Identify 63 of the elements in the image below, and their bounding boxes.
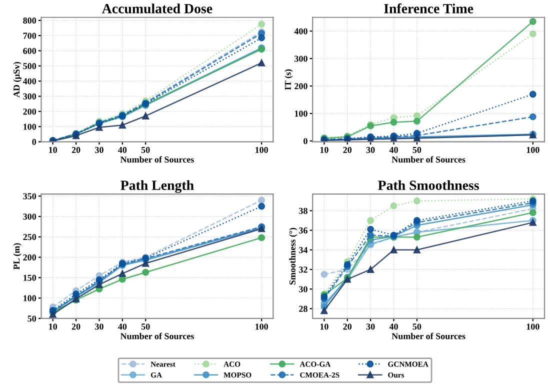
y-tick-label: 400 xyxy=(294,28,308,34)
y-tick-label: 200 xyxy=(23,254,36,260)
y-tick-label: 30 xyxy=(299,286,308,292)
y-tick-label: 100 xyxy=(24,295,36,302)
chart-title: Inference Time xyxy=(384,3,474,14)
x-tick-label: 10 xyxy=(320,324,328,330)
x-axis-title: Number of Sources xyxy=(120,156,194,163)
x-tick-label: 50 xyxy=(141,324,150,330)
y-axis-title: PL (m) xyxy=(13,243,22,270)
x-tick-label: 40 xyxy=(389,324,398,330)
x-tick-label: 40 xyxy=(118,146,127,153)
y-tick-label: 32 xyxy=(299,266,308,273)
y-tick-label: 150 xyxy=(24,274,36,281)
y-tick-label: 400 xyxy=(22,78,36,84)
y-axis-title: IT (s) xyxy=(284,69,293,90)
y-tick-label: 700 xyxy=(23,32,36,39)
x-tick-label: 50 xyxy=(412,324,422,330)
chart-title: Path Length xyxy=(120,180,194,193)
x-tick-label: 100 xyxy=(256,146,268,153)
y-tick-label: 800 xyxy=(23,18,36,24)
x-tick-label: 30 xyxy=(95,324,104,330)
chart-title: Path Smoothness xyxy=(378,180,479,190)
y-tick-label: 500 xyxy=(23,63,36,70)
y-tick-label: 34 xyxy=(299,247,308,254)
y-tick-label: 350 xyxy=(23,193,36,200)
x-tick-label: 50 xyxy=(141,146,150,153)
y-tick-label: 300 xyxy=(294,56,308,62)
x-tick-label: 40 xyxy=(118,324,127,330)
x-tick-label: 100 xyxy=(256,324,268,330)
y-tick-label: 300 xyxy=(23,93,36,100)
x-tick-label: 10 xyxy=(49,146,58,153)
x-tick-label: 30 xyxy=(366,146,375,153)
y-tick-label: 300 xyxy=(23,214,36,220)
x-tick-label: 20 xyxy=(72,146,80,153)
y-tick-label: 38 xyxy=(299,208,308,214)
x-axis-title: Number of Sources xyxy=(392,156,466,163)
y-tick-label: 0 xyxy=(32,138,36,146)
x-tick-label: 30 xyxy=(366,324,375,330)
y-tick-label: 28 xyxy=(299,306,308,312)
x-tick-label: 40 xyxy=(389,146,398,153)
x-tick-label: 100 xyxy=(526,324,540,330)
x-axis-title: Number of Sources xyxy=(120,332,194,340)
y-tick-label: 100 xyxy=(24,124,36,130)
x-tick-label: 100 xyxy=(526,146,540,153)
x-tick-label: 20 xyxy=(343,324,352,330)
y-axis-title: Smoothness (°) xyxy=(289,228,298,285)
y-tick-label: 200 xyxy=(294,83,308,90)
y-tick-label: 600 xyxy=(23,48,36,54)
x-tick-label: 20 xyxy=(72,324,80,330)
y-tick-label: 50 xyxy=(28,316,36,322)
y-tick-label: 100 xyxy=(294,110,308,117)
y-tick-label: 36 xyxy=(299,227,308,234)
y-tick-label: 200 xyxy=(23,108,36,115)
x-tick-label: 50 xyxy=(412,146,422,153)
x-tick-label: 20 xyxy=(343,146,352,153)
x-axis-title: Number of Sources xyxy=(392,332,466,340)
y-tick-label: 0 xyxy=(304,138,308,144)
x-tick-label: 10 xyxy=(320,146,328,153)
y-tick-label: 250 xyxy=(23,234,36,240)
chart-title: Accumulated Dose xyxy=(102,4,212,14)
x-tick-label: 30 xyxy=(95,146,104,153)
x-tick-label: 10 xyxy=(49,324,58,330)
y-axis-title: AD (μSv) xyxy=(13,62,22,98)
